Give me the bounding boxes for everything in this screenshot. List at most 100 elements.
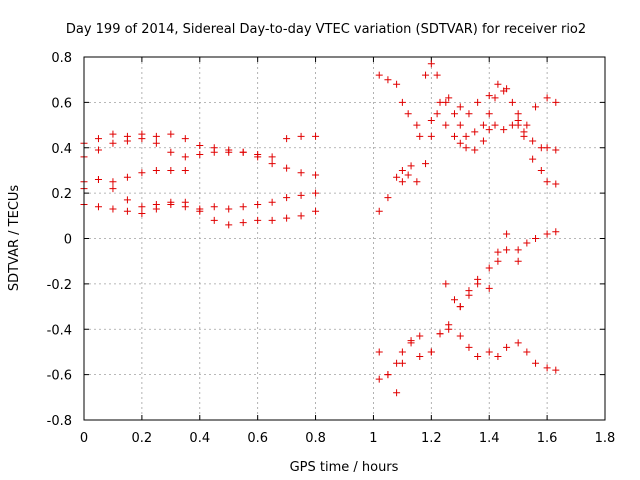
data-point (225, 205, 233, 213)
data-point (404, 171, 412, 179)
data-point (152, 166, 160, 174)
data-point (312, 171, 320, 179)
data-point (109, 139, 117, 147)
x-axis-label: GPS time / hours (290, 460, 399, 475)
data-point (485, 284, 493, 292)
data-point (181, 166, 189, 174)
data-point (393, 359, 401, 367)
data-point (552, 366, 560, 374)
data-point (485, 126, 493, 134)
y-tick-label: 0.2 (51, 187, 72, 202)
data-point (427, 132, 435, 140)
data-point (239, 148, 247, 156)
data-point (456, 332, 464, 340)
series-sat-c (80, 166, 189, 186)
data-point (514, 117, 522, 125)
data-point (514, 110, 522, 118)
data-point (474, 98, 482, 106)
data-point (422, 160, 430, 168)
data-point (514, 246, 522, 254)
data-point (181, 153, 189, 161)
data-point (393, 80, 401, 88)
data-point (485, 110, 493, 118)
data-point (138, 210, 146, 218)
data-point (210, 148, 218, 156)
y-tick-label: 0.6 (51, 96, 72, 111)
data-point (465, 343, 473, 351)
data-point (450, 132, 458, 140)
data-point (152, 139, 160, 147)
data-point (123, 173, 131, 181)
data-point (436, 98, 444, 106)
data-point (384, 76, 392, 84)
data-point (268, 216, 276, 224)
data-point (283, 194, 291, 202)
data-point (508, 98, 516, 106)
data-point (500, 126, 508, 134)
y-tick-label: -0.2 (47, 278, 72, 293)
data-point (532, 359, 540, 367)
data-point (485, 348, 493, 356)
data-point (503, 246, 511, 254)
series-sat-f (375, 60, 560, 188)
data-point (225, 148, 233, 156)
data-point (503, 230, 511, 238)
data-point (109, 205, 117, 213)
data-point (167, 166, 175, 174)
data-point (268, 153, 276, 161)
data-point (384, 371, 392, 379)
x-tick-label: 1.2 (421, 431, 442, 446)
data-point (433, 110, 441, 118)
data-point (485, 264, 493, 272)
series-sat-k (442, 246, 522, 311)
x-tick-label: 0.4 (189, 431, 210, 446)
data-point (109, 130, 117, 138)
data-point (503, 343, 511, 351)
data-point (543, 230, 551, 238)
data-point (537, 166, 545, 174)
data-point (196, 207, 204, 215)
data-point (152, 132, 160, 140)
data-point (514, 339, 522, 347)
data-point (543, 178, 551, 186)
data-point (503, 85, 511, 93)
data-point (427, 60, 435, 68)
data-point (456, 103, 464, 111)
data-point (138, 203, 146, 211)
data-point (445, 325, 453, 333)
data-point (465, 110, 473, 118)
data-point (416, 352, 424, 360)
data-point (375, 375, 383, 383)
data-point (123, 207, 131, 215)
data-point (138, 135, 146, 143)
data-point (393, 389, 401, 397)
data-point (445, 94, 453, 102)
data-point (167, 148, 175, 156)
data-point (254, 200, 262, 208)
data-point (283, 164, 291, 172)
plot-area-border (83, 56, 606, 421)
data-point (436, 330, 444, 338)
data-point (254, 216, 262, 224)
data-point (181, 135, 189, 143)
data-point (491, 121, 499, 129)
data-point (523, 121, 531, 129)
data-point (152, 205, 160, 213)
data-point (398, 166, 406, 174)
data-point (123, 137, 131, 145)
data-point (427, 348, 435, 356)
y-tick-label: -0.6 (47, 369, 72, 384)
series-sat-b (80, 135, 320, 179)
data-point (312, 207, 320, 215)
series-sat-h (398, 80, 560, 186)
data-point (433, 71, 441, 79)
data-point (210, 203, 218, 211)
data-point (297, 132, 305, 140)
data-point (297, 169, 305, 177)
grid-lines (84, 57, 605, 420)
y-tick-labels: -0.8 -0.6 -0.4 -0.2 0 0.2 0.4 0.6 0.8 (47, 51, 72, 429)
data-point (138, 169, 146, 177)
y-tick-label: 0.8 (51, 51, 72, 66)
data-point (514, 257, 522, 265)
